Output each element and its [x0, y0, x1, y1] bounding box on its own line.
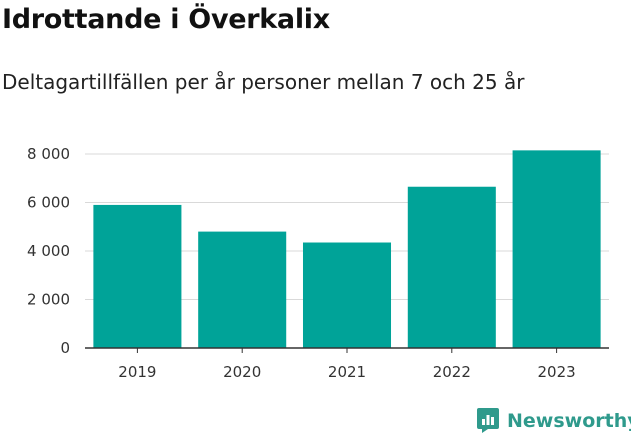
x-tick-label: 2021 — [328, 363, 366, 381]
x-tick-labels: 2019 2020 2021 2022 2023 — [118, 348, 576, 381]
chart-title: Idrottande i Överkalix — [2, 4, 330, 35]
bar-2023 — [512, 150, 601, 348]
y-tick-label: 6 000 — [27, 194, 70, 212]
bars — [93, 150, 601, 348]
bar-2022 — [407, 186, 496, 348]
y-tick-label: 4 000 — [27, 242, 70, 260]
y-tick-label: 8 000 — [27, 145, 70, 163]
y-tick-labels: 0 2 000 4 000 6 000 8 000 — [27, 145, 70, 357]
x-tick-label: 2020 — [223, 363, 261, 381]
bar-2020 — [198, 231, 287, 348]
x-tick-label: 2023 — [538, 363, 576, 381]
y-tick-label: 2 000 — [27, 291, 70, 309]
newsworthy-brand: Newsworthy — [476, 407, 631, 434]
bar-2021 — [302, 242, 392, 348]
x-tick-label: 2019 — [118, 363, 156, 381]
x-tick-label: 2022 — [433, 363, 471, 381]
bar-2019 — [93, 204, 182, 348]
chart-subtitle: Deltagartillfällen per år personer mella… — [2, 70, 525, 94]
newsworthy-logo-icon — [477, 408, 499, 433]
y-tick-label: 0 — [60, 339, 70, 357]
brand-name: Newsworthy — [507, 409, 631, 432]
